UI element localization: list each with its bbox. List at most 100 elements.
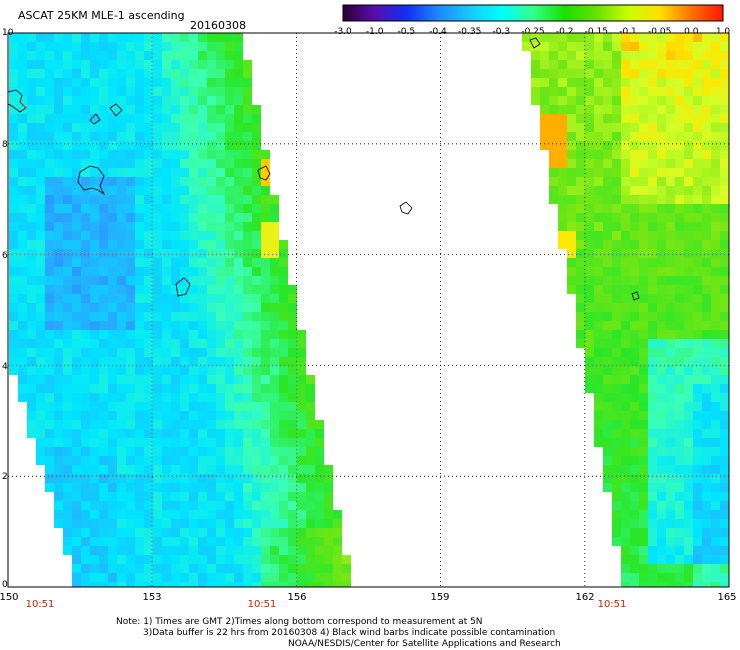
swath-cell bbox=[207, 213, 216, 222]
swath-cell bbox=[531, 69, 540, 78]
swath-cell bbox=[108, 303, 117, 312]
swath-cell bbox=[585, 294, 594, 303]
swath-cell bbox=[216, 465, 225, 474]
swath-cell bbox=[108, 582, 117, 587]
swath-cell bbox=[684, 303, 693, 312]
swath-cell bbox=[225, 222, 234, 231]
swath-cell bbox=[198, 501, 207, 510]
colorbar-segment bbox=[406, 5, 439, 21]
swath-cell bbox=[27, 339, 36, 348]
swath-cell bbox=[720, 150, 729, 159]
swath-cell bbox=[180, 33, 189, 42]
swath-cell bbox=[234, 456, 243, 465]
swath-cell bbox=[144, 564, 153, 573]
swath-cell bbox=[225, 105, 234, 114]
swath-cell bbox=[36, 438, 45, 447]
swath-cell bbox=[189, 69, 198, 78]
swath-cell bbox=[117, 420, 126, 429]
swath-cell bbox=[567, 258, 576, 267]
swath-cell bbox=[171, 42, 180, 51]
swath-cell bbox=[612, 348, 621, 357]
swath-cell bbox=[27, 168, 36, 177]
swath-cell bbox=[18, 159, 27, 168]
swath-cell bbox=[693, 330, 702, 339]
swath-cell bbox=[198, 492, 207, 501]
swath-cell bbox=[45, 249, 54, 258]
swath-cell bbox=[585, 339, 594, 348]
swath-cell bbox=[198, 510, 207, 519]
swath-cell bbox=[279, 546, 288, 555]
swath-cell bbox=[630, 195, 639, 204]
swath-cell bbox=[252, 438, 261, 447]
swath-cell bbox=[702, 402, 711, 411]
swath-cell bbox=[99, 447, 108, 456]
swath-cell bbox=[198, 150, 207, 159]
swath-cell bbox=[153, 429, 162, 438]
swath-cell bbox=[315, 438, 324, 447]
swath-cell bbox=[567, 186, 576, 195]
swath-cell bbox=[297, 348, 306, 357]
swath-cell bbox=[270, 321, 279, 330]
swath-cell bbox=[180, 582, 189, 587]
swath-cell bbox=[198, 375, 207, 384]
swath-cell bbox=[135, 447, 144, 456]
swath-cell bbox=[189, 258, 198, 267]
swath-cell bbox=[684, 258, 693, 267]
swath-cell bbox=[207, 60, 216, 69]
swath-cell bbox=[711, 114, 720, 123]
swath-cell bbox=[657, 168, 666, 177]
swath-cell bbox=[153, 519, 162, 528]
swath-cell bbox=[216, 510, 225, 519]
swath-cell bbox=[297, 420, 306, 429]
swath-cell bbox=[648, 573, 657, 582]
swath-cell bbox=[639, 528, 648, 537]
swath-cell bbox=[315, 474, 324, 483]
swath-cell bbox=[72, 114, 81, 123]
swath-cell bbox=[225, 123, 234, 132]
swath-cell bbox=[621, 384, 630, 393]
swath-cell bbox=[207, 339, 216, 348]
swath-cell bbox=[54, 267, 63, 276]
swath-cell bbox=[108, 231, 117, 240]
swath-cell bbox=[126, 528, 135, 537]
swath-cell bbox=[612, 51, 621, 60]
swath-cell bbox=[639, 168, 648, 177]
swath-cell bbox=[621, 321, 630, 330]
swath-cell bbox=[54, 231, 63, 240]
swath-cell bbox=[702, 348, 711, 357]
swath-cell bbox=[81, 321, 90, 330]
swath-cell bbox=[702, 42, 711, 51]
swath-cell bbox=[36, 240, 45, 249]
swath-cell bbox=[162, 519, 171, 528]
swath-cell bbox=[207, 276, 216, 285]
swath-cell bbox=[180, 195, 189, 204]
swath-cell bbox=[630, 204, 639, 213]
swath-cell bbox=[225, 555, 234, 564]
swath-cell bbox=[117, 303, 126, 312]
swath-cell bbox=[630, 69, 639, 78]
swath-cell bbox=[585, 357, 594, 366]
swath-cell bbox=[630, 312, 639, 321]
swath-cell bbox=[711, 231, 720, 240]
swath-cell bbox=[549, 60, 558, 69]
swath-cell bbox=[189, 456, 198, 465]
island-outline bbox=[631, 291, 640, 301]
swath-cell bbox=[297, 393, 306, 402]
swath-cell bbox=[54, 402, 63, 411]
swath-cell bbox=[162, 348, 171, 357]
swath-cell bbox=[171, 222, 180, 231]
swath-cell bbox=[603, 69, 612, 78]
swath-cell bbox=[252, 141, 261, 150]
swath-cell bbox=[297, 411, 306, 420]
swath-cell bbox=[558, 51, 567, 60]
swath-cell bbox=[711, 213, 720, 222]
swath-cell bbox=[72, 294, 81, 303]
colorbar-segment bbox=[533, 5, 566, 21]
swath-cell bbox=[54, 492, 63, 501]
swath-cell bbox=[126, 546, 135, 555]
swath-cell bbox=[63, 321, 72, 330]
swath-cell bbox=[657, 204, 666, 213]
swath-cell bbox=[90, 51, 99, 60]
swath-cell bbox=[198, 564, 207, 573]
swath-cell bbox=[81, 204, 90, 213]
